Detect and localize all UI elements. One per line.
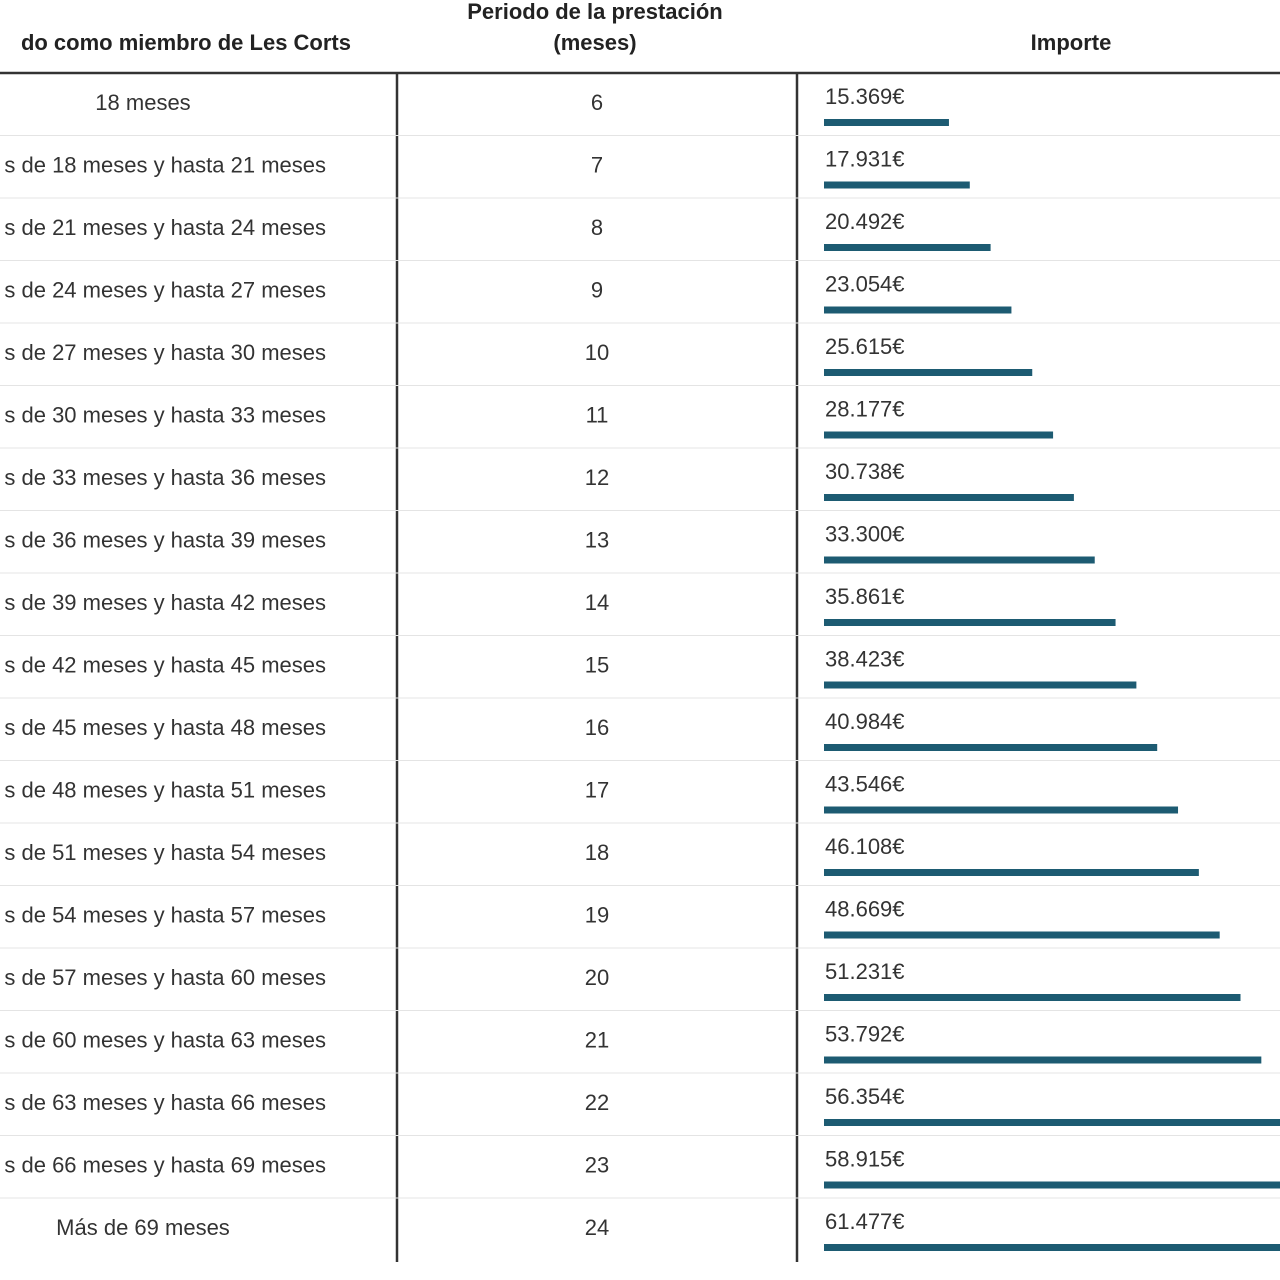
amount-label: 23.054€ xyxy=(825,271,905,296)
row-label: s de 60 meses y hasta 63 meses xyxy=(4,1028,326,1053)
row-label: s de 51 meses y hasta 54 meses xyxy=(4,840,326,865)
months: 14 xyxy=(585,590,609,615)
months: 12 xyxy=(585,465,609,490)
amount-label: 56.354€ xyxy=(825,1084,905,1109)
months: 17 xyxy=(585,778,609,803)
amount-bar xyxy=(824,431,1054,439)
amount-label: 51.231€ xyxy=(825,959,905,984)
months: 13 xyxy=(585,528,609,553)
row-label: Más de 69 meses xyxy=(56,1215,230,1240)
row-label: s de 42 meses y hasta 45 meses xyxy=(4,653,326,678)
row-label: s de 39 meses y hasta 42 meses xyxy=(4,590,326,615)
amount-bar xyxy=(824,1056,1262,1064)
amount-label: 61.477€ xyxy=(825,1209,905,1234)
amount-bar xyxy=(824,494,1074,501)
months: 11 xyxy=(586,403,609,428)
amount-bar xyxy=(824,181,970,189)
amount-label: 38.423€ xyxy=(825,646,905,671)
amount-label: 35.861€ xyxy=(825,584,905,609)
months: 20 xyxy=(585,965,609,990)
months: 15 xyxy=(585,653,609,678)
amount-bar xyxy=(824,994,1241,1001)
amount-bar xyxy=(824,806,1179,814)
amount-bar xyxy=(824,869,1199,876)
amount-label: 40.984€ xyxy=(825,709,905,734)
amount-bar xyxy=(824,619,1116,626)
header-cell: Importe xyxy=(1031,30,1112,55)
months: 6 xyxy=(591,90,603,115)
amount-bar xyxy=(824,1181,1280,1189)
months: 23 xyxy=(585,1153,609,1178)
amount-bar xyxy=(824,1119,1280,1126)
months: 10 xyxy=(585,340,609,365)
months: 16 xyxy=(585,715,609,740)
amount-bar xyxy=(824,244,991,251)
row-label: s de 33 meses y hasta 36 meses xyxy=(4,465,326,490)
amount-label: 28.177€ xyxy=(825,396,905,421)
row-label: s de 24 meses y hasta 27 meses xyxy=(4,278,326,303)
amount-bar xyxy=(824,744,1158,751)
row-label: s de 57 meses y hasta 60 meses xyxy=(4,965,326,990)
amount-label: 43.546€ xyxy=(825,771,905,796)
amount-bar xyxy=(824,119,949,126)
header-cell: do como miembro de Les Corts xyxy=(21,30,351,55)
amount-label: 17.931€ xyxy=(825,146,905,171)
months: 8 xyxy=(591,215,603,240)
row-label: s de 18 meses y hasta 21 meses xyxy=(4,153,326,178)
row-label: s de 36 meses y hasta 39 meses xyxy=(4,528,326,553)
months: 9 xyxy=(591,278,603,303)
row-label: s de 21 meses y hasta 24 meses xyxy=(4,215,326,240)
months: 18 xyxy=(585,840,609,865)
amount-label: 25.615€ xyxy=(825,334,905,359)
amount-bar xyxy=(824,369,1033,376)
row-label: s de 27 meses y hasta 30 meses xyxy=(4,340,326,365)
row-label: s de 66 meses y hasta 69 meses xyxy=(4,1153,326,1178)
months: 19 xyxy=(585,903,609,928)
amount-label: 30.738€ xyxy=(825,459,905,484)
row-label: 18 meses xyxy=(95,90,190,115)
amount-bar xyxy=(824,1244,1280,1251)
amount-label: 48.669€ xyxy=(825,896,905,921)
amount-label: 15.369€ xyxy=(825,84,905,109)
row-label: s de 63 meses y hasta 66 meses xyxy=(4,1090,326,1115)
months: 22 xyxy=(585,1090,609,1115)
row-label: s de 45 meses y hasta 48 meses xyxy=(4,715,326,740)
row-label: s de 30 meses y hasta 33 meses xyxy=(4,403,326,428)
amount-bar xyxy=(824,556,1095,564)
months: 21 xyxy=(585,1028,609,1053)
header-cell: Periodo de la prestación xyxy=(467,0,723,24)
amount-bar xyxy=(824,931,1220,939)
months: 7 xyxy=(591,153,603,178)
amount-label: 33.300€ xyxy=(825,521,905,546)
months: 24 xyxy=(585,1215,609,1240)
amount-bar xyxy=(824,306,1012,314)
amount-label: 20.492€ xyxy=(825,209,905,234)
amount-label: 53.792€ xyxy=(825,1021,905,1046)
row-label: s de 54 meses y hasta 57 meses xyxy=(4,903,326,928)
header-cell: (meses) xyxy=(553,30,636,55)
amount-label: 58.915€ xyxy=(825,1146,905,1171)
row-label: s de 48 meses y hasta 51 meses xyxy=(4,778,326,803)
amount-bar xyxy=(824,681,1137,689)
amount-label: 46.108€ xyxy=(825,834,905,859)
